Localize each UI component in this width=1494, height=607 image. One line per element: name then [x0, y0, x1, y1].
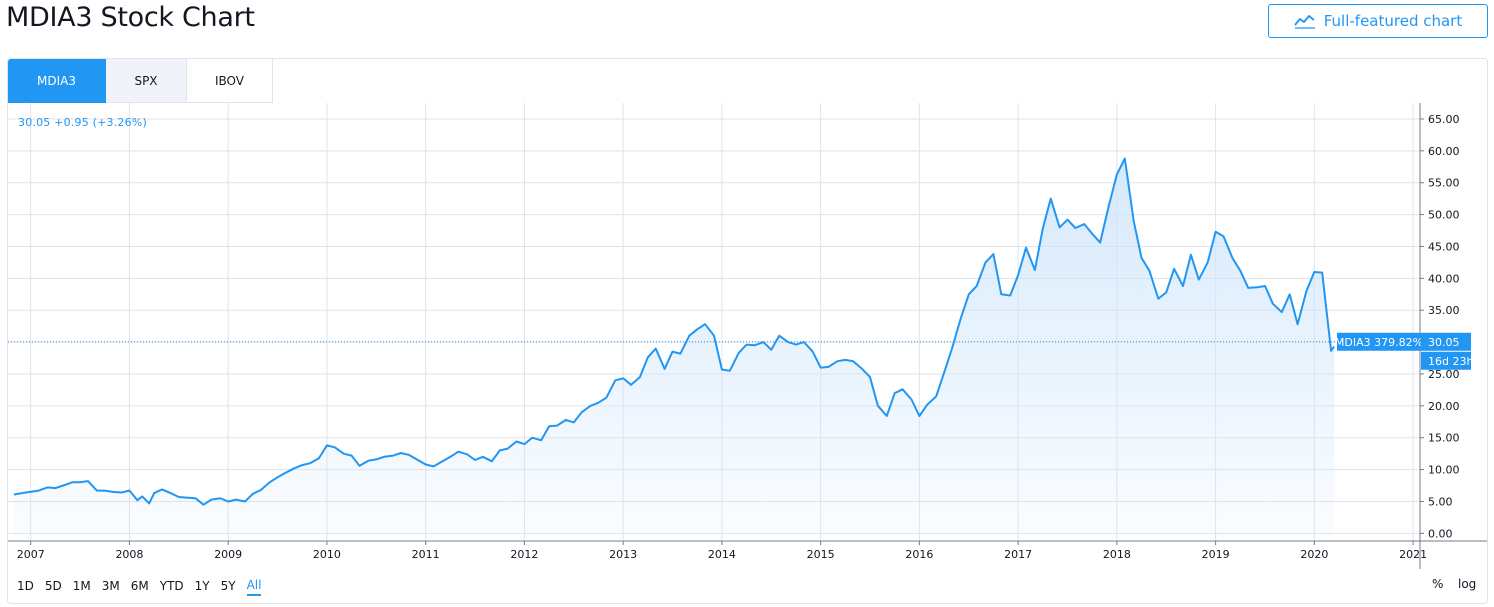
- range-1d-button[interactable]: 1D: [17, 579, 34, 593]
- price-chart[interactable]: 0.005.0010.0015.0020.0025.0030.0035.0040…: [8, 103, 1487, 569]
- range-5y-button[interactable]: 5Y: [220, 579, 236, 593]
- x-tick-label: 2012: [510, 548, 538, 561]
- x-tick-label: 2010: [313, 548, 341, 561]
- y-tick-label: 40.00: [1428, 272, 1460, 285]
- tab-spx[interactable]: SPX: [106, 59, 187, 103]
- range-3m-button[interactable]: 3M: [101, 579, 120, 593]
- range-1m-button[interactable]: 1M: [72, 579, 91, 593]
- range-5d-button[interactable]: 5D: [44, 579, 62, 593]
- price-badge: [1421, 332, 1471, 351]
- x-tick-label: 2020: [1300, 548, 1328, 561]
- x-tick-label: 2009: [214, 548, 242, 561]
- x-tick-label: 2014: [708, 548, 736, 561]
- tab-mdia3[interactable]: MDIA3: [8, 59, 106, 103]
- range-1y-button[interactable]: 1Y: [194, 579, 210, 593]
- symbol-tabs: MDIA3 SPX IBOV: [8, 59, 273, 103]
- y-tick-label: 45.00: [1428, 240, 1460, 253]
- chart-widget: MDIA3 SPX IBOV 0.00 5.00 10.00 15.00 20.00 25…: [7, 58, 1488, 604]
- price-badge-label: 30.05: [1428, 336, 1460, 349]
- symbol-badge-label: MDIA3 379.82%: [1335, 336, 1423, 349]
- tab-ibov[interactable]: IBOV: [187, 59, 273, 103]
- y-tick-label: 35.00: [1428, 304, 1460, 317]
- x-tick-label: 2008: [115, 548, 143, 561]
- x-tick-label: 2007: [17, 548, 45, 561]
- y-tick-label: 20.00: [1428, 400, 1460, 413]
- y-tick-label: 25.00: [1428, 368, 1460, 381]
- price-legend: 30.05 +0.95 (+3.26%): [18, 116, 147, 129]
- x-tick-label: 2019: [1202, 548, 1230, 561]
- full-featured-chart-label: Full-featured chart: [1323, 12, 1463, 30]
- y-tick-label: 5.00: [1428, 495, 1453, 508]
- log-scale-button[interactable]: log: [1458, 577, 1477, 591]
- x-tick-label: 2015: [807, 548, 835, 561]
- range-all-button[interactable]: All: [246, 576, 262, 596]
- range-ytd-button[interactable]: YTD: [159, 579, 184, 593]
- countdown-badge: [1421, 351, 1471, 370]
- y-tick-label: 15.00: [1428, 432, 1460, 445]
- x-tick-label: 2013: [609, 548, 637, 561]
- range-6m-button[interactable]: 6M: [130, 579, 149, 593]
- y-tick-label: 10.00: [1428, 464, 1460, 477]
- x-tick-label: 2017: [1004, 548, 1032, 561]
- countdown-badge-label: 16d 23h: [1428, 355, 1473, 368]
- x-tick-label: 2011: [412, 548, 440, 561]
- y-tick-label: 65.00: [1428, 113, 1460, 126]
- x-tick-label: 2021: [1399, 548, 1427, 561]
- symbol-badge: [1337, 332, 1421, 351]
- x-tick-label: 2018: [1103, 548, 1131, 561]
- y-tick-label: 60.00: [1428, 145, 1460, 158]
- range-selector: 1D 5D 1M 3M 6M YTD 1Y 5Y All % log: [8, 569, 1487, 603]
- y-tick-label: 0.00: [1428, 527, 1453, 540]
- x-tick-label: 2016: [905, 548, 933, 561]
- series-area: [13, 158, 1335, 541]
- page-title: MDIA3 Stock Chart: [6, 2, 255, 33]
- full-featured-chart-button[interactable]: Full-featured chart: [1268, 4, 1488, 38]
- y-tick-label: 55.00: [1428, 177, 1460, 190]
- percent-scale-button[interactable]: %: [1432, 577, 1444, 591]
- series-line[interactable]: [13, 157, 1335, 506]
- y-tick-label: 50.00: [1428, 209, 1460, 222]
- chart-line-icon: [1294, 15, 1315, 29]
